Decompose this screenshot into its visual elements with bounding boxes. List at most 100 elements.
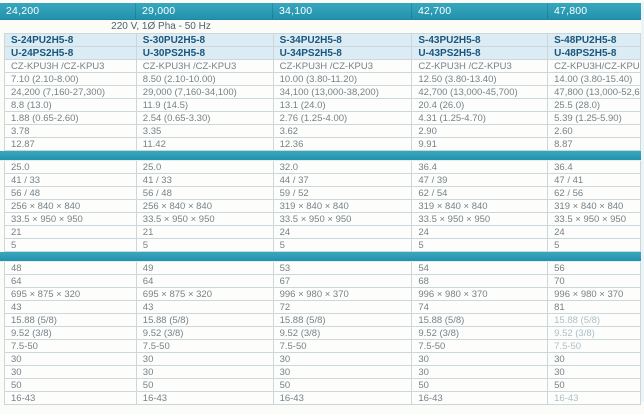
model-name-cell: U-48PS2H5-8: [548, 47, 641, 59]
spec-row: 256 × 840 × 840 256 × 840 × 840 319 × 840 …: [4, 200, 641, 213]
spec-row: 41 / 33 41 / 33 44 / 37 47 / 39 47 / 41: [4, 174, 641, 187]
spec-value-cell: 43: [137, 301, 274, 313]
spec-value-cell: 50: [412, 379, 549, 391]
spec-value-cell: 319 × 840 × 840: [274, 200, 413, 212]
spec-row: 695 × 875 × 320 695 × 875 × 320 996 × 980 …: [4, 288, 641, 301]
spec-value-cell: CZ-KPU3H /CZ-KPU3: [5, 60, 137, 72]
spec-value-cell: 68: [412, 275, 549, 287]
spec-value-cell: 50: [548, 379, 641, 391]
spec-value-cell: 30: [137, 366, 274, 378]
spec-value-cell: 319 × 840 × 840: [412, 200, 549, 212]
spec-value-cell: 44 / 37: [274, 174, 413, 186]
spec-row: CZ-KPU3H /CZ-KPU3 CZ-KPU3H /CZ-KPU3 CZ-KPU…: [4, 60, 641, 73]
spec-value-cell: CZ-KPU3H/CZ-KPU3: [548, 60, 641, 72]
spec-value-cell: 62 / 54: [412, 187, 549, 199]
spec-value-cell: 16-43: [274, 392, 413, 404]
spec-value-cell: 2.76 (1.25-4.00): [274, 112, 413, 124]
spec-value-cell: 36.4: [412, 161, 549, 173]
spec-value-cell: 319 × 840 × 840: [548, 200, 641, 212]
spec-value-cell: 10.00 (3.80-11.20): [274, 73, 413, 85]
model-name-cell: S-30PU2H5-8: [137, 34, 274, 46]
spec-value-cell: 74: [412, 301, 549, 313]
spec-value-cell: 33.5 × 950 × 950: [412, 213, 549, 225]
spec-value-cell: 11.9 (14.5): [137, 99, 274, 111]
spec-row: 43 43 72 74 81: [4, 301, 641, 314]
spec-value-cell: 996 × 980 × 370: [412, 288, 549, 300]
spec-row: 7.10 (2.10-8.00) 8.50 (2.10-10.00) 10.00 (…: [4, 73, 641, 86]
spec-value-cell: 9.52 (3/8): [548, 327, 641, 339]
spec-value-cell: 30: [137, 353, 274, 365]
spec-row: 64 64 67 68 70: [4, 275, 641, 288]
capacity-header-cell: 34,100: [273, 3, 412, 19]
spec-value-cell: 24: [412, 226, 549, 238]
spec-value-cell: 7.5-50: [5, 340, 137, 352]
spec-value-cell: 3.78: [5, 125, 137, 137]
spec-value-cell: 1.88 (0.65-2.60): [5, 112, 137, 124]
spec-row: 21 21 24 24 24: [4, 226, 641, 239]
model-name-cell: S-48PU2H5-8: [548, 34, 641, 46]
spec-value-cell: 33.5 × 950 × 950: [548, 213, 641, 225]
spec-value-cell: 9.52 (3/8): [5, 327, 137, 339]
spec-value-cell: 70: [548, 275, 641, 287]
spec-value-cell: 9.52 (3/8): [137, 327, 274, 339]
spec-value-cell: 5: [274, 239, 413, 251]
spec-row: 3.78 3.35 3.62 2.90 2.60: [4, 125, 641, 138]
spec-row: 9.52 (3/8) 9.52 (3/8) 9.52 (3/8) 9.52 (3/8)…: [4, 327, 641, 340]
spec-value-cell: 34,100 (13,000-38,200): [274, 86, 413, 98]
spec-value-cell: 30: [548, 353, 641, 365]
spec-value-cell: 54: [412, 262, 549, 274]
spec-row: U-24PS2H5-8 U-30PS2H5-8 U-34PS2H5-8 U-43PS2…: [4, 47, 641, 60]
spec-value-cell: CZ-KPU3H /CZ-KPU3: [412, 60, 549, 72]
spec-value-cell: 2.90: [412, 125, 549, 137]
spec-value-cell: 24,200 (7,160-27,300): [5, 86, 137, 98]
spec-value-cell: 30: [274, 353, 413, 365]
spec-value-cell: 7.10 (2.10-8.00): [5, 73, 137, 85]
spec-value-cell: 47 / 41: [548, 174, 641, 186]
spec-value-cell: 16-43: [548, 392, 641, 404]
spec-value-cell: 30: [274, 366, 413, 378]
spec-value-cell: 30: [412, 366, 549, 378]
spec-row: 24,200 (7,160-27,300) 29,000 (7,160-34,10…: [4, 86, 641, 99]
spec-value-cell: 50: [5, 379, 137, 391]
spec-value-cell: 996 × 980 × 370: [548, 288, 641, 300]
spec-value-cell: 41 / 33: [137, 174, 274, 186]
spec-row: 1.88 (0.65-2.60) 2.54 (0.65-3.30) 2.76 (1.…: [4, 112, 641, 125]
section-divider-band: [0, 252, 643, 262]
spec-value-cell: 9.52 (3/8): [274, 327, 413, 339]
spec-row: S-24PU2H5-8 S-30PU2H5-8 S-34PU2H5-8 S-43PU2…: [4, 34, 641, 47]
spec-value-cell: 3.35: [137, 125, 274, 137]
spec-row: 8.8 (13.0) 11.9 (14.5) 13.1 (24.0) 20.4 (26…: [4, 99, 641, 112]
capacity-header-cell: 24,200: [0, 3, 136, 19]
spec-value-cell: 32.0: [274, 161, 413, 173]
spec-value-cell: 256 × 840 × 840: [137, 200, 274, 212]
spec-value-cell: 25.0: [137, 161, 274, 173]
spec-value-cell: 5.39 (1.25-5.90): [548, 112, 641, 124]
spec-table: S-24PU2H5-8 S-30PU2H5-8 S-34PU2H5-8 S-43PU2…: [0, 33, 643, 405]
spec-value-cell: 25.0: [5, 161, 137, 173]
spec-value-cell: 64: [137, 275, 274, 287]
spec-value-cell: 8.50 (2.10-10.00): [137, 73, 274, 85]
spec-row: 33.5 × 950 × 950 33.5 × 950 × 950 33.5 × 9…: [4, 213, 641, 226]
spec-value-cell: 36.4: [548, 161, 641, 173]
spec-value-cell: 5: [548, 239, 641, 251]
spec-value-cell: 30: [5, 366, 137, 378]
spec-value-cell: 48: [5, 262, 137, 274]
spec-row: 15.88 (5/8) 15.88 (5/8) 15.88 (5/8) 15.88 (…: [4, 314, 641, 327]
spec-value-cell: 41 / 33: [5, 174, 137, 186]
spec-value-cell: 59 / 52: [274, 187, 413, 199]
model-name-cell: U-24PS2H5-8: [5, 47, 137, 59]
spec-value-cell: CZ-KPU3H /CZ-KPU3: [137, 60, 274, 72]
section-divider-band: [0, 151, 643, 161]
spec-value-cell: 11.42: [137, 138, 274, 150]
spec-value-cell: 53: [274, 262, 413, 274]
spec-value-cell: 29,000 (7,160-34,100): [137, 86, 274, 98]
spec-value-cell: 62 / 56: [548, 187, 641, 199]
spec-value-cell: 9.52 (3/8): [412, 327, 549, 339]
spec-value-cell: 72: [274, 301, 413, 313]
power-supply-row: 220 V, 1Ø Pha - 50 Hz: [0, 20, 644, 33]
spec-value-cell: 16-43: [137, 392, 274, 404]
spec-value-cell: 2.60: [548, 125, 641, 137]
spec-value-cell: 16-43: [412, 392, 549, 404]
spec-row: 25.0 25.0 32.0 36.4 36.4: [4, 161, 641, 174]
